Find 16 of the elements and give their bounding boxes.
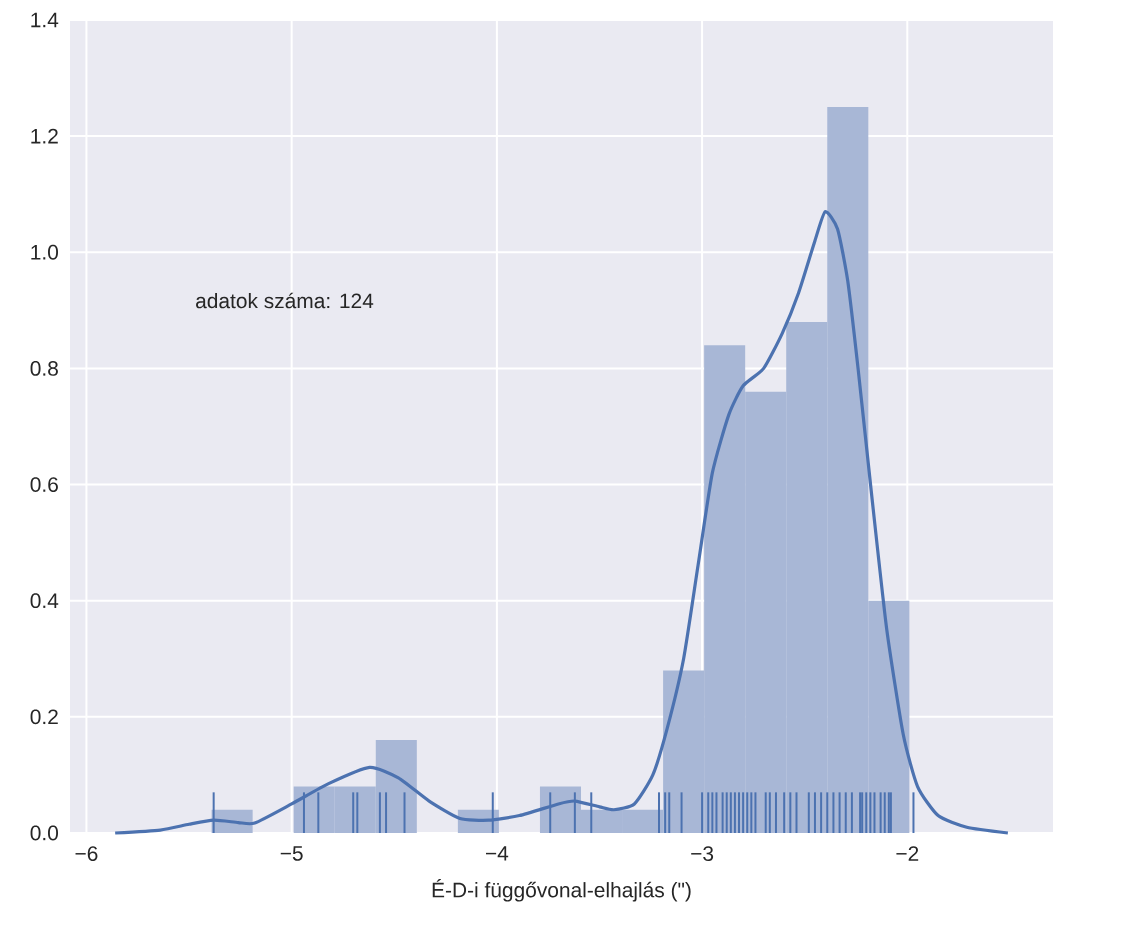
x-tick-label: −2	[896, 846, 919, 861]
y-tick-label: 0.0	[30, 825, 59, 841]
x-tick-label: −3	[691, 846, 714, 861]
line-series	[113, 210, 1010, 835]
y-tick-label: 0.4	[30, 593, 59, 609]
annotation: adatok száma: 124	[196, 292, 374, 309]
x-tick-label: −6	[75, 846, 98, 861]
y-tick-label: 1.0	[31, 244, 59, 260]
y-tick-label: 0.8	[30, 361, 58, 376]
x-tick-label: −4	[485, 846, 509, 861]
y-tick-label: 1.2	[31, 128, 58, 144]
x-tick-label: −5	[280, 846, 303, 861]
y-tick-label: 0.2	[30, 709, 58, 725]
y-tick-label: 0.6	[30, 477, 58, 492]
y-tick-label: 1.4	[31, 12, 59, 28]
x-axis-title: É-D-i függővonal-elhajlás (")	[432, 879, 691, 902]
